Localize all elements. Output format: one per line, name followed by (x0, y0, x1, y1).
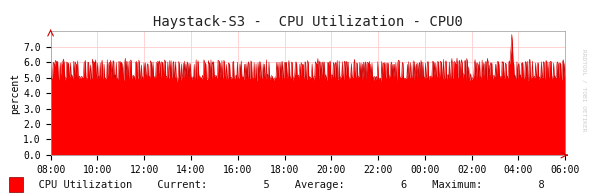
Title: Haystack-S3 -  CPU Utilization - CPU0: Haystack-S3 - CPU Utilization - CPU0 (153, 15, 463, 29)
Text: CPU Utilization    Current:         5    Average:         6    Maximum:         : CPU Utilization Current: 5 Average: 6 Ma… (26, 180, 545, 190)
FancyBboxPatch shape (9, 177, 23, 192)
Text: RRDTOOL / TOBI OETIKER: RRDTOOL / TOBI OETIKER (582, 49, 587, 131)
Y-axis label: percent: percent (11, 73, 20, 114)
